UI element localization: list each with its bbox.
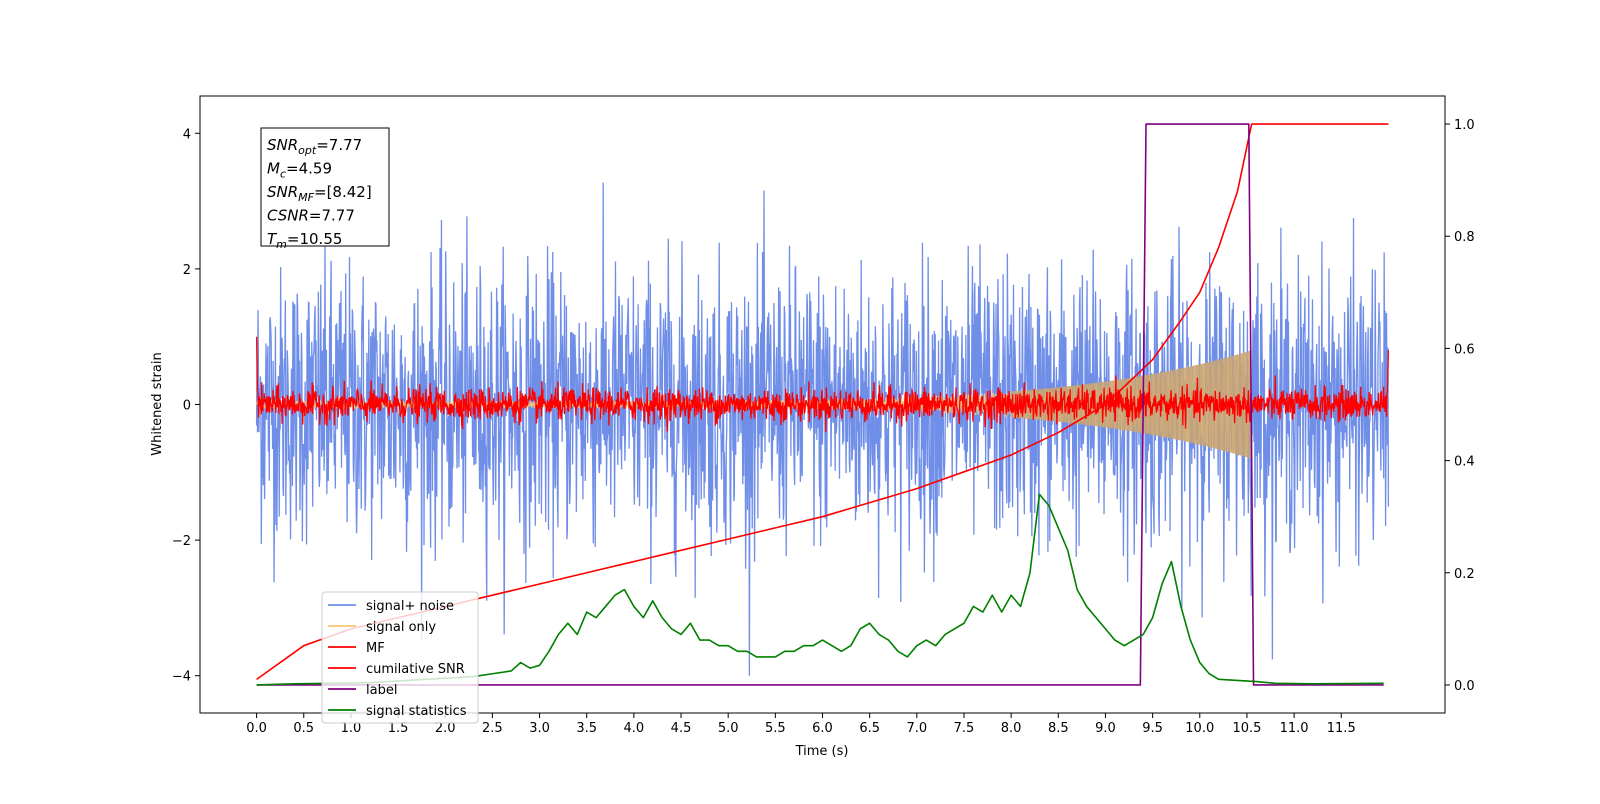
legend-entry-label: signal only bbox=[366, 620, 436, 635]
series-mf-line bbox=[255, 336, 1390, 433]
x-tick-label: 4.0 bbox=[624, 721, 645, 736]
x-tick-label: 3.0 bbox=[529, 721, 550, 736]
x-axis-label: Time (s) bbox=[795, 744, 849, 759]
legend-entry-label: label bbox=[366, 683, 397, 698]
x-tick-label: 2.5 bbox=[482, 721, 503, 736]
legend-box bbox=[321, 591, 479, 724]
x-tick-label: 10.0 bbox=[1185, 721, 1214, 736]
y-right-tick-label: 1.0 bbox=[1454, 118, 1475, 133]
x-tick-label: 1.5 bbox=[388, 721, 409, 736]
x-tick-label: 7.5 bbox=[954, 721, 975, 736]
x-tick-label: 6.0 bbox=[812, 721, 833, 736]
x-tick-label: 11.0 bbox=[1280, 721, 1309, 736]
x-tick-label: 3.5 bbox=[576, 721, 597, 736]
x-tick-label: 11.5 bbox=[1327, 721, 1356, 736]
x-tick-label: 2.0 bbox=[435, 721, 456, 736]
y-right-tick-label: 0.6 bbox=[1454, 342, 1475, 357]
y-left-tick-label: 0 bbox=[183, 399, 191, 414]
y-left-tick-label: −4 bbox=[172, 670, 191, 685]
x-tick-label: 8.0 bbox=[1001, 721, 1022, 736]
y-right-tick-label: 0.0 bbox=[1454, 679, 1475, 694]
x-tick-label: 5.5 bbox=[765, 721, 786, 736]
legend-entry-label: cumilative SNR bbox=[366, 662, 465, 677]
x-tick-label: 0.5 bbox=[293, 721, 314, 736]
x-tick-label: 9.5 bbox=[1142, 721, 1163, 736]
legend-entry-label: signal statistics bbox=[366, 704, 467, 719]
y-right-tick-label: 0.8 bbox=[1454, 230, 1475, 245]
series-label-line bbox=[256, 123, 1384, 686]
info-box-entry: CSNR=7.77 bbox=[267, 207, 355, 225]
series-signal-statistics-line bbox=[256, 493, 1384, 686]
y-left-tick-label: 4 bbox=[183, 127, 191, 142]
y-right-tick-label: 0.4 bbox=[1454, 455, 1475, 470]
info-box-entry: SNRMF=[8.42] bbox=[267, 183, 372, 204]
x-tick-label: 10.5 bbox=[1232, 721, 1261, 736]
info-box bbox=[260, 127, 390, 247]
series-signal-noise-line bbox=[255, 182, 1390, 676]
legend-entry-label: signal+ noise bbox=[366, 599, 454, 614]
x-tick-label: 1.0 bbox=[341, 721, 362, 736]
y-right-tick-label: 0.2 bbox=[1454, 567, 1475, 582]
y-left-tick-label: −2 bbox=[172, 534, 191, 549]
x-tick-label: 9.0 bbox=[1095, 721, 1116, 736]
info-box-entry: SNRopt=7.77 bbox=[267, 136, 362, 157]
x-tick-label: 5.0 bbox=[718, 721, 739, 736]
x-tick-label: 4.5 bbox=[671, 721, 692, 736]
x-tick-label: 0.0 bbox=[246, 721, 267, 736]
legend-entry-label: MF bbox=[366, 641, 385, 656]
info-box-entry: Tm=10.55 bbox=[267, 230, 342, 251]
x-tick-label: 6.5 bbox=[859, 721, 880, 736]
info-box-entry: Mc=4.59 bbox=[267, 160, 332, 181]
y-axis-label: Whitened strain bbox=[150, 352, 165, 455]
x-tick-label: 7.0 bbox=[906, 721, 927, 736]
x-tick-label: 8.5 bbox=[1048, 721, 1069, 736]
y-left-tick-label: 2 bbox=[183, 263, 191, 278]
